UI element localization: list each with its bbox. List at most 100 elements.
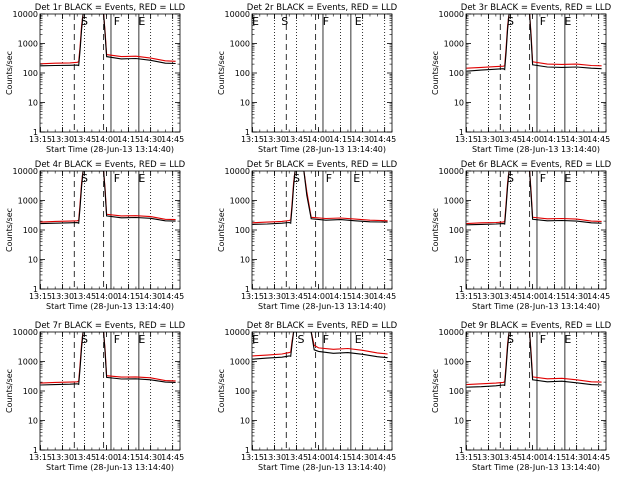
region-label: E [564, 333, 571, 346]
y-tick-label: 10000 [225, 328, 250, 337]
x-tick-label: 13:30 [263, 292, 286, 301]
series-line-lld [40, 332, 176, 384]
x-tick-label: 14:30 [351, 453, 374, 462]
y-tick-label: 1 [33, 446, 38, 455]
x-tick-label: 13:30 [263, 135, 286, 144]
y-tick-label: 10 [240, 417, 250, 426]
series-line-lld [252, 332, 388, 357]
x-tick-label: 13:30 [51, 453, 74, 462]
y-tick-label: 10 [28, 256, 38, 265]
y-tick-label: 100 [235, 387, 250, 396]
y-tick-label: 10000 [225, 10, 250, 19]
x-tick-label: 13:15 [241, 292, 264, 301]
y-tick-label: 1 [33, 285, 38, 294]
y-axis-label: Counts/sec [431, 208, 440, 252]
x-axis-label: Start Time (28-Jun-13 13:14:40) [258, 302, 386, 311]
x-tick-label: 14:00 [95, 135, 118, 144]
y-tick-label: 1000 [444, 197, 464, 206]
y-tick-label: 10000 [13, 328, 38, 337]
y-tick-label: 1 [459, 446, 464, 455]
x-tick-label: 13:45 [73, 453, 96, 462]
x-tick-label: 13:30 [477, 292, 500, 301]
detector-panel-9: Det 9r BLACK = Events, RED = LLD S F E 1 10 10… [431, 321, 612, 472]
y-tick-label: 1000 [18, 197, 38, 206]
panel-title: Det 2r BLACK = Events, RED = LLD [247, 3, 398, 13]
x-tick-label: 14:15 [329, 453, 352, 462]
detector-panel-3: Det 3r BLACK = Events, RED = LLD S F E 1 10 10… [431, 3, 612, 154]
x-tick-label: 13:30 [51, 292, 74, 301]
region-label: S [281, 15, 288, 28]
y-tick-label: 10 [454, 256, 464, 265]
x-tick-label: 14:15 [117, 453, 140, 462]
x-tick-label: 14:15 [117, 292, 140, 301]
x-axis-label: Start Time (28-Jun-13 13:14:40) [258, 145, 386, 154]
y-tick-label: 1000 [230, 197, 250, 206]
y-tick-label: 10000 [439, 167, 464, 176]
x-tick-label: 13:45 [499, 135, 522, 144]
x-tick-label: 14:45 [587, 292, 610, 301]
x-tick-label: 13:15 [29, 292, 52, 301]
detector-panel-1: Det 1r BLACK = Events, RED = LLD S F E 1 10 10… [5, 3, 186, 154]
x-axis-label: Start Time (28-Jun-13 13:14:40) [46, 145, 174, 154]
panel-title: Det 4r BLACK = Events, RED = LLD [35, 160, 186, 170]
y-tick-label: 10 [240, 256, 250, 265]
plot-frame [39, 13, 181, 133]
x-tick-label: 14:45 [161, 292, 184, 301]
y-tick-label: 1 [459, 128, 464, 137]
series-line-events [252, 332, 388, 360]
series-line-lld [40, 171, 176, 223]
region-label: F [323, 15, 329, 28]
y-tick-label: 10000 [13, 10, 38, 19]
x-tick-label: 14:45 [587, 135, 610, 144]
x-tick-label: 14:15 [117, 135, 140, 144]
x-tick-label: 14:15 [543, 292, 566, 301]
x-tick-label: 13:45 [285, 135, 308, 144]
x-tick-label: 14:45 [373, 453, 396, 462]
y-tick-label: 1 [245, 128, 250, 137]
x-axis-label: Start Time (28-Jun-13 13:14:40) [472, 145, 600, 154]
plot-frame [465, 13, 607, 133]
x-tick-label: 14:30 [351, 292, 374, 301]
y-tick-label: 10 [454, 417, 464, 426]
x-tick-label: 13:15 [29, 453, 52, 462]
plot-frame [465, 170, 607, 290]
x-tick-label: 14:00 [307, 292, 330, 301]
region-label: F [114, 333, 120, 346]
y-axis-label: Counts/sec [217, 51, 226, 95]
x-tick-label: 14:00 [95, 292, 118, 301]
y-tick-label: 1 [33, 128, 38, 137]
y-axis-label: Counts/sec [5, 51, 14, 95]
y-tick-label: 100 [235, 226, 250, 235]
y-tick-label: 1000 [18, 358, 38, 367]
y-tick-label: 1 [245, 285, 250, 294]
detector-panel-6: Det 6r BLACK = Events, RED = LLD S F E 1 10 10… [431, 160, 612, 311]
series-line-events [40, 14, 176, 67]
x-tick-label: 13:30 [477, 135, 500, 144]
x-tick-label: 14:00 [307, 135, 330, 144]
series-line-events [40, 332, 176, 386]
plot-frame [251, 170, 393, 290]
x-tick-label: 13:45 [73, 292, 96, 301]
x-tick-label: 14:00 [521, 292, 544, 301]
panel-title: Det 5r BLACK = Events, RED = LLD [247, 160, 398, 170]
detector-panel-5: Det 5r BLACK = Events, RED = LLD S F E 1 10 10… [217, 160, 398, 311]
y-tick-label: 1000 [230, 358, 250, 367]
x-tick-label: 14:30 [139, 292, 162, 301]
y-tick-label: 10 [28, 417, 38, 426]
y-axis-label: Counts/sec [217, 369, 226, 413]
region-label: F [540, 172, 546, 185]
y-tick-label: 10 [28, 99, 38, 108]
detector-panel-4: Det 4r BLACK = Events, RED = LLD S F E 1 10 10… [5, 160, 186, 311]
x-tick-label: 14:30 [565, 135, 588, 144]
series-line-events [252, 171, 388, 225]
x-tick-label: 13:30 [477, 453, 500, 462]
x-tick-label: 13:45 [73, 135, 96, 144]
x-tick-label: 13:15 [241, 135, 264, 144]
x-tick-label: 14:45 [587, 453, 610, 462]
x-axis-label: Start Time (28-Jun-13 13:14:40) [46, 463, 174, 472]
region-label: S [507, 15, 514, 28]
region-label: E [138, 172, 145, 185]
region-label: E [353, 172, 360, 185]
y-tick-label: 100 [235, 69, 250, 78]
series-line-events [466, 332, 602, 388]
